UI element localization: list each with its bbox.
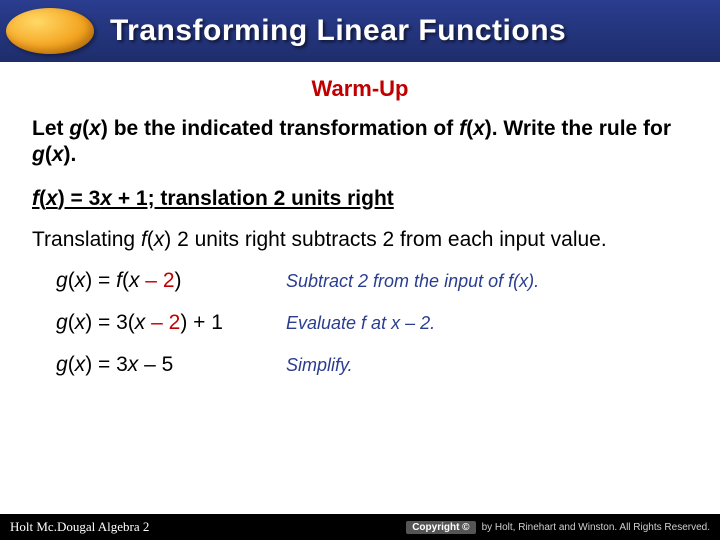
- step-row: g(x) = 3x – 5 Simplify.: [56, 353, 688, 377]
- var-f: f: [459, 117, 466, 140]
- var-g: g: [56, 311, 68, 334]
- step-expression: g(x) = 3(x – 2) + 1: [56, 311, 286, 335]
- t: Translating: [32, 228, 141, 251]
- t: (: [68, 353, 75, 376]
- step-expression: g(x) = f(x – 2): [56, 269, 286, 293]
- t: Let: [32, 117, 69, 140]
- var-x: x: [154, 228, 165, 251]
- slide-footer: Holt Mc.Dougal Algebra 2 Copyright © by …: [0, 514, 720, 540]
- prompt-text: Let g(x) be the indicated transformation…: [32, 116, 688, 169]
- problem-statement: f(x) = 3x + 1; translation 2 units right: [32, 187, 688, 211]
- t: be the indicated transformation of: [108, 117, 459, 140]
- t: ) + 1: [180, 311, 223, 334]
- t: – 5: [138, 353, 173, 376]
- slide-header: Transforming Linear Functions: [0, 0, 720, 62]
- copyright-badge: Copyright ©: [406, 521, 475, 534]
- step-note: Simplify.: [286, 355, 353, 376]
- t: (: [68, 311, 75, 334]
- t: . Write the rule for: [492, 117, 671, 140]
- header-oval-icon: [6, 8, 94, 54]
- t: 2 units right subtracts 2 from each inpu…: [171, 228, 606, 251]
- step-note: Subtract 2 from the input of f(x).: [286, 271, 539, 292]
- t: ) = 3: [85, 353, 128, 376]
- footer-copyright: Copyright © by Holt, Rinehart and Winsto…: [406, 521, 710, 534]
- step-row: g(x) = f(x – 2) Subtract 2 from the inpu…: [56, 269, 688, 293]
- t: (: [466, 117, 473, 140]
- explanation-text: Translating f(x) 2 units right subtracts…: [32, 227, 688, 253]
- step-row: g(x) = 3(x – 2) + 1 Evaluate f at x – 2.: [56, 311, 688, 335]
- var-x: x: [129, 269, 140, 292]
- var-x: x: [52, 143, 64, 166]
- t: ).: [64, 143, 77, 166]
- var-x: x: [75, 353, 86, 376]
- var-x: x: [100, 187, 112, 210]
- var-x: x: [75, 269, 86, 292]
- t: ): [175, 269, 182, 292]
- highlight: – 2: [145, 311, 180, 334]
- t: (: [45, 143, 52, 166]
- var-x: x: [135, 311, 146, 334]
- steps-container: g(x) = f(x – 2) Subtract 2 from the inpu…: [32, 269, 688, 377]
- t: ): [101, 117, 108, 140]
- step-expression: g(x) = 3x – 5: [56, 353, 286, 377]
- t: + 1; translation 2 units right: [112, 187, 394, 210]
- step-note: Evaluate f at x – 2.: [286, 313, 435, 334]
- var-x: x: [128, 353, 139, 376]
- highlight: – 2: [139, 269, 174, 292]
- t: ) = 3: [58, 187, 101, 210]
- var-g: g: [32, 143, 45, 166]
- t: (: [39, 187, 46, 210]
- slide-content: Warm-Up Let g(x) be the indicated transf…: [0, 62, 720, 377]
- t: (: [147, 228, 154, 251]
- t: ) =: [85, 269, 116, 292]
- copyright-text: by Holt, Rinehart and Winston. All Right…: [482, 522, 710, 533]
- var-x: x: [46, 187, 58, 210]
- var-f: f: [32, 187, 39, 210]
- t: (: [68, 269, 75, 292]
- warmup-heading: Warm-Up: [32, 76, 688, 102]
- var-g: g: [69, 117, 82, 140]
- t: ) = 3(: [85, 311, 135, 334]
- var-x: x: [89, 117, 101, 140]
- t: (: [122, 269, 129, 292]
- t: ): [485, 117, 492, 140]
- var-x: x: [75, 311, 86, 334]
- var-g: g: [56, 353, 68, 376]
- var-g: g: [56, 269, 68, 292]
- var-x: x: [473, 117, 485, 140]
- footer-book-title: Holt Mc.Dougal Algebra 2: [10, 519, 149, 535]
- slide-title: Transforming Linear Functions: [110, 14, 566, 48]
